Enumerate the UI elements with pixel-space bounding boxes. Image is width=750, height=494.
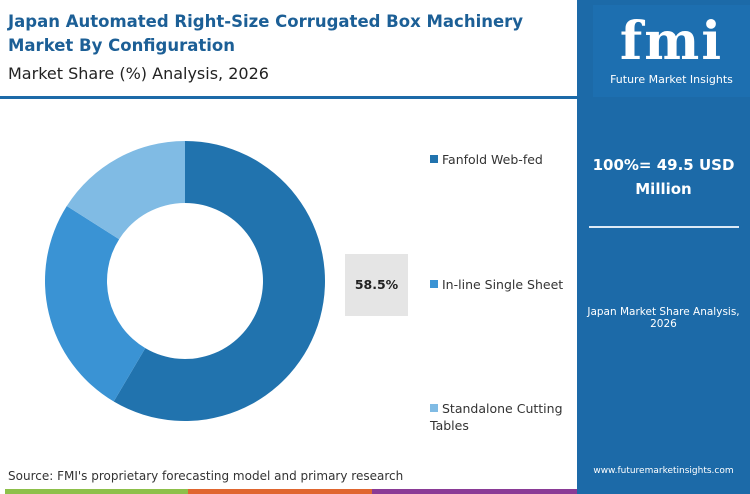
footer-stripe-green [5,489,188,494]
fmi-logo: fmi Future Market Insights [593,5,750,97]
legend-item-fanfold: Fanfold Web-fed [430,151,575,168]
legend-item-standalone: Standalone Cutting Tables [430,400,575,434]
website-link[interactable]: www.futuremarketinsights.com [593,466,734,476]
donut-slice-0 [113,141,326,421]
donut-slice-1 [45,205,146,402]
chart-title: Japan Automated Right-Size Corrugated Bo… [8,12,524,55]
donut-slice-2 [66,141,185,240]
footer-stripe-orange [188,489,372,494]
market-total: 100%= 49.5 USD Million [592,156,735,198]
chart-subtitle: Market Share (%) Analysis, 2026 [8,64,269,83]
header-divider [0,96,577,99]
legend-label: Standalone Cutting Tables [430,401,563,433]
source-note: Source: FMI's proprietary forecasting mo… [8,469,404,483]
footer-stripe-purple [372,489,577,494]
legend-swatch [430,404,438,412]
donut-chart [45,141,326,421]
data-label-fanfold: 58.5% [345,254,408,316]
legend-label: In-line Single Sheet [442,277,564,292]
legend-swatch [430,280,438,288]
info-panel: fmi Future Market Insights 100%= 49.5 US… [577,0,750,494]
legend-label: Fanfold Web-fed [442,152,543,167]
panel-divider [589,226,739,228]
panel-caption: Japan Market Share Analysis, 2026 [587,306,740,330]
legend-item-inline: In-line Single Sheet [430,276,575,293]
legend-swatch [430,155,438,163]
